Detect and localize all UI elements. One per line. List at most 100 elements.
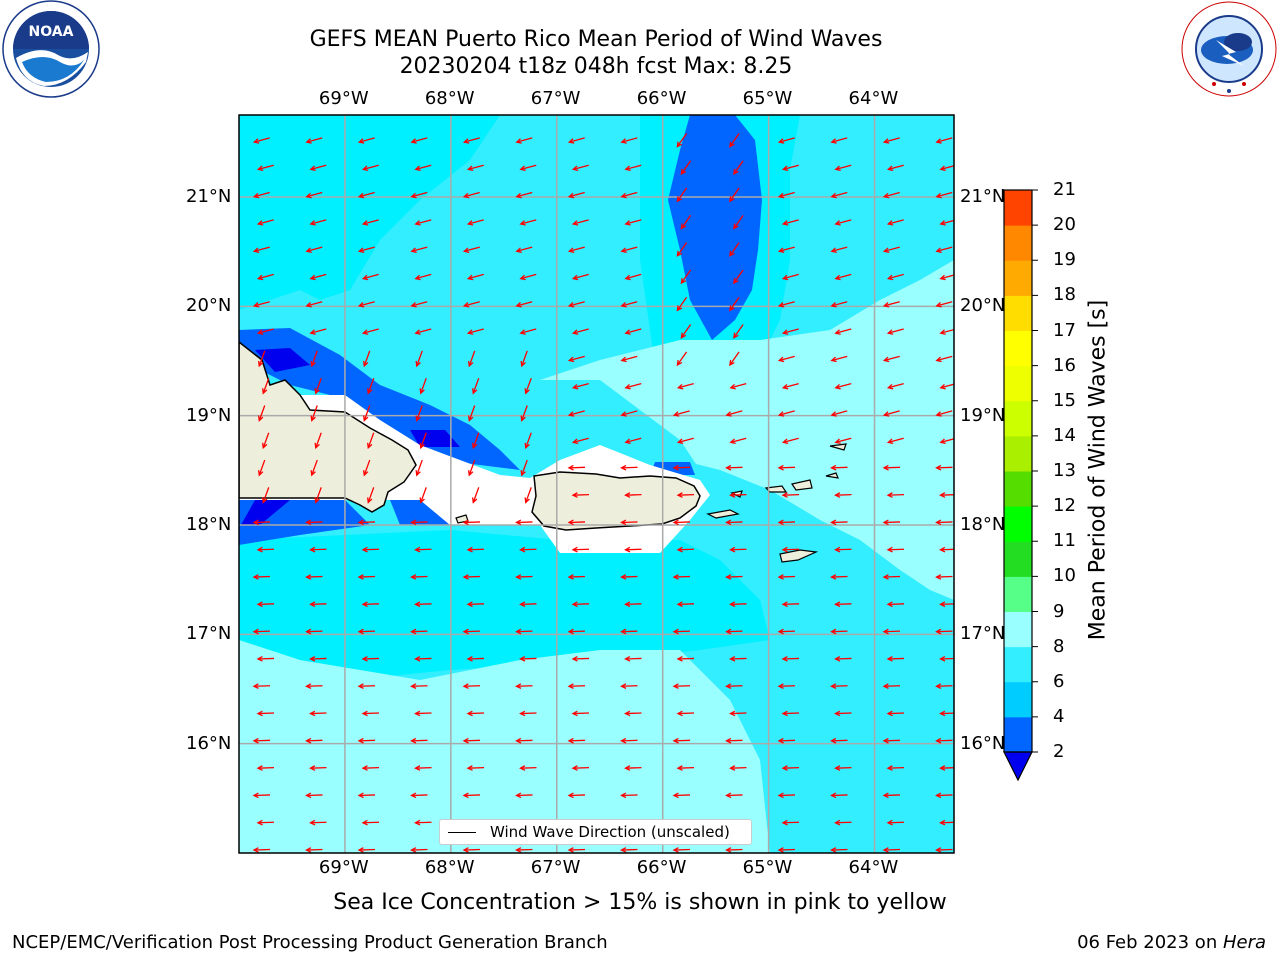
wave-direction-arrow bbox=[519, 710, 537, 717]
wave-direction-arrow bbox=[520, 459, 528, 477]
wave-direction-arrow bbox=[361, 219, 379, 226]
wave-direction-arrow bbox=[624, 492, 642, 498]
wave-direction-arrow bbox=[777, 683, 796, 689]
wave-direction-arrow bbox=[256, 164, 274, 172]
wave-direction-arrow bbox=[676, 187, 688, 203]
wave-direction-arrow bbox=[781, 765, 800, 771]
wave-direction-arrow bbox=[466, 164, 484, 172]
wave-direction-arrow bbox=[515, 246, 533, 253]
wave-direction-arrow bbox=[414, 219, 432, 226]
wave-direction-arrow bbox=[935, 737, 953, 744]
wave-direction-arrow bbox=[524, 487, 532, 504]
wave-direction-arrow bbox=[830, 191, 848, 199]
wave-direction-arrow bbox=[410, 519, 428, 526]
wave-direction-arrow bbox=[830, 464, 848, 471]
wave-direction-arrow bbox=[882, 191, 900, 199]
wave-direction-arrow bbox=[834, 819, 852, 826]
wave-direction-arrow bbox=[256, 546, 275, 553]
wave-direction-arrow bbox=[361, 328, 379, 335]
wave-direction-arrow bbox=[676, 546, 695, 553]
wave-direction-arrow bbox=[620, 301, 638, 308]
colorbar-segment bbox=[1004, 260, 1032, 296]
wave-direction-arrow bbox=[309, 765, 327, 771]
wave-direction-arrow bbox=[620, 628, 638, 635]
lat-label: 21°N bbox=[960, 186, 1006, 207]
wave-direction-arrow bbox=[361, 601, 380, 608]
wave-direction-arrow bbox=[414, 655, 432, 662]
wave-direction-arrow bbox=[777, 246, 795, 253]
wave-direction-arrow bbox=[680, 160, 692, 176]
wave-direction-arrow bbox=[414, 601, 432, 608]
wave-direction-arrow bbox=[672, 737, 691, 744]
wave-direction-arrow bbox=[834, 219, 852, 226]
wave-direction-arrow bbox=[419, 432, 427, 450]
lat-label: 21°N bbox=[186, 186, 232, 207]
wave-direction-arrow bbox=[305, 737, 323, 744]
wave-direction-arrow bbox=[414, 765, 432, 771]
wave-direction-arrow bbox=[415, 350, 423, 368]
wave-direction-arrow bbox=[725, 737, 743, 744]
wave-direction-arrow bbox=[672, 847, 691, 853]
wave-direction-arrow bbox=[410, 683, 428, 689]
wave-direction-arrow bbox=[620, 683, 638, 689]
wave-direction-arrow bbox=[620, 355, 638, 363]
legend-line-icon bbox=[448, 832, 476, 833]
wave-direction-arrow bbox=[830, 847, 848, 853]
field-lt2-patch-1 bbox=[255, 348, 310, 372]
wave-direction-arrow bbox=[834, 710, 852, 717]
lon-label: 64°W bbox=[848, 857, 899, 878]
colorbar bbox=[1003, 189, 1038, 782]
wave-direction-arrow bbox=[886, 601, 905, 608]
wave-direction-arrow bbox=[729, 133, 740, 148]
wave-direction-arrow bbox=[567, 737, 586, 744]
wave-direction-arrow bbox=[729, 601, 747, 608]
wave-direction-arrow bbox=[777, 847, 796, 853]
colorbar-tick-label: 12 bbox=[1053, 495, 1076, 517]
lat-label: 20°N bbox=[186, 295, 232, 317]
wave-direction-arrow bbox=[781, 383, 799, 390]
wave-direction-arrow bbox=[882, 519, 901, 526]
wave-direction-arrow bbox=[410, 137, 428, 144]
wave-direction-arrow bbox=[935, 410, 953, 417]
wave-direction-arrow bbox=[515, 628, 533, 635]
field-8-9-south bbox=[239, 640, 770, 853]
wave-direction-arrow bbox=[252, 628, 271, 635]
wave-direction-arrow bbox=[729, 187, 740, 203]
wave-direction-arrow bbox=[310, 350, 318, 368]
wave-direction-arrow bbox=[515, 574, 533, 580]
wave-direction-arrow bbox=[515, 683, 533, 689]
wave-direction-arrow bbox=[462, 519, 481, 526]
colorbar-tick-label: 2 bbox=[1053, 741, 1065, 762]
wave-direction-arrow bbox=[468, 350, 476, 368]
wave-direction-arrow bbox=[676, 437, 694, 445]
wave-direction-arrow bbox=[676, 492, 695, 498]
wave-direction-arrow bbox=[624, 437, 642, 445]
wave-direction-arrow bbox=[886, 546, 905, 553]
wave-direction-arrow bbox=[357, 847, 376, 853]
colorbar-tick-label: 20 bbox=[1053, 214, 1076, 236]
wave-direction-arrow bbox=[252, 792, 271, 799]
colorbar-segment bbox=[1004, 190, 1032, 226]
wave-direction-arrow bbox=[567, 191, 585, 199]
wave-direction-arrow bbox=[725, 574, 743, 580]
wave-direction-arrow bbox=[886, 219, 904, 226]
wave-direction-arrow bbox=[882, 628, 901, 635]
wave-direction-arrow bbox=[410, 246, 428, 253]
colorbar-under-arrow bbox=[1003, 751, 1033, 782]
wave-direction-arrow bbox=[520, 350, 528, 368]
wave-direction-arrow bbox=[830, 355, 848, 363]
wave-direction-arrow bbox=[357, 191, 375, 199]
wave-direction-arrow bbox=[462, 792, 481, 799]
generation-date: 06 Feb 2023 on Hera bbox=[1077, 932, 1266, 953]
wave-direction-arrow bbox=[515, 737, 533, 744]
wave-direction-arrow bbox=[462, 301, 480, 308]
wave-direction-arrow bbox=[624, 655, 642, 662]
lat-label: 18°N bbox=[186, 514, 232, 535]
land-st-croix bbox=[779, 549, 819, 563]
wave-direction-arrow bbox=[361, 273, 379, 281]
wave-direction-arrow bbox=[515, 519, 533, 526]
wave-direction-arrow bbox=[314, 487, 322, 504]
wave-direction-arrow bbox=[305, 628, 323, 635]
noaa-logo-icon: NOAA bbox=[2, 0, 100, 98]
wave-direction-arrow bbox=[777, 464, 796, 471]
